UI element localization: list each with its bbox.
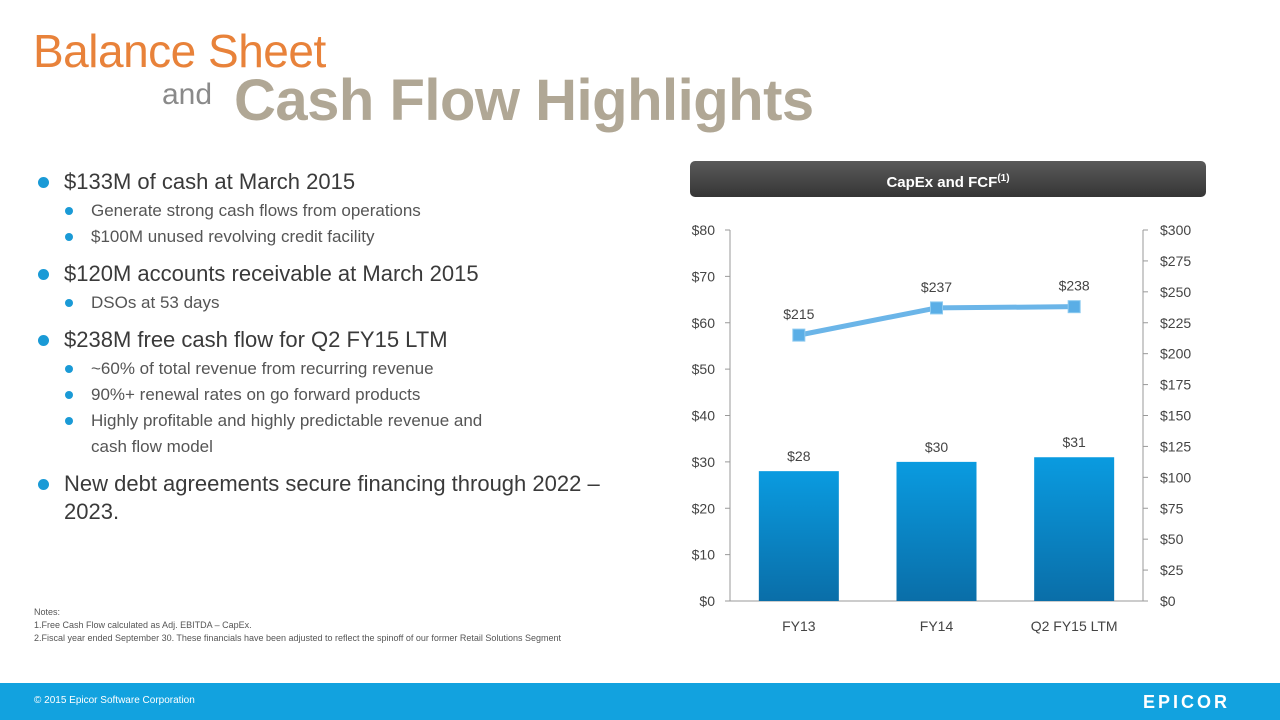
title-cash-flow-highlights: Cash Flow Highlights — [234, 68, 814, 133]
highlights-list: $133M of cash at March 2015 Generate str… — [36, 168, 616, 536]
right-tick-label: $225 — [1160, 315, 1191, 331]
left-tick-label: $50 — [692, 361, 716, 377]
x-tick-label: Q2 FY15 LTM — [1031, 618, 1118, 634]
bar — [896, 461, 977, 601]
sub-bullet: ~60% of total revenue from recurring rev… — [64, 356, 616, 382]
bar-data-label: $31 — [1062, 434, 1086, 450]
left-tick-label: $30 — [692, 454, 716, 470]
capex-fcf-chart: $0 $10 $20 $30 $40 $50 $60 $70 $80 $0 $25 $50 $75 $10… — [692, 222, 1192, 634]
line-data-label: $215 — [783, 306, 814, 322]
right-tick-label: $275 — [1160, 253, 1191, 269]
right-tick-label: $300 — [1160, 222, 1191, 238]
footer-copyright: © 2015 Epicor Software Corporation — [34, 695, 195, 706]
bullet-text: $120M accounts receivable at March 2015 — [64, 261, 479, 286]
bar — [1034, 457, 1115, 601]
note-item: 2.Fiscal year ended September 30. These … — [34, 633, 561, 643]
note-item: 1.Free Cash Flow calculated as Adj. EBIT… — [34, 620, 252, 630]
left-tick-label: $40 — [692, 408, 716, 424]
bar-data-label: $28 — [787, 448, 811, 464]
right-tick-label: $50 — [1160, 531, 1184, 547]
bullet-free-cash-flow: $238M free cash flow for Q2 FY15 LTM ~60… — [36, 326, 616, 460]
right-tick-label: $100 — [1160, 469, 1191, 485]
sub-bullet: DSOs at 53 days — [64, 290, 616, 316]
right-tick-label: $25 — [1160, 562, 1184, 578]
bullet-text: New debt agreements secure financing thr… — [64, 471, 600, 524]
chart-header: CapEx and FCF(1) — [690, 161, 1206, 197]
notes: Notes: 1.Free Cash Flow calculated as Ad… — [34, 606, 561, 645]
bullet-receivable: $120M accounts receivable at March 2015 … — [36, 260, 616, 316]
sub-bullet: Generate strong cash flows from operatio… — [64, 198, 616, 224]
right-tick-label: $250 — [1160, 284, 1191, 300]
notes-heading: Notes: — [34, 607, 61, 617]
sub-list: DSOs at 53 days — [64, 290, 616, 316]
chart-header-text: CapEx and FCF — [886, 174, 998, 191]
title-and: and — [162, 78, 213, 111]
left-tick-label: $10 — [692, 547, 716, 563]
x-tick-label: FY14 — [920, 618, 954, 634]
line-point — [792, 328, 806, 342]
chart-header-footnote: (1) — [997, 173, 1010, 184]
epicor-logo: EPICOR — [1142, 692, 1230, 712]
bar — [758, 471, 839, 601]
x-tick-label: FY13 — [782, 618, 816, 634]
line-data-label: $238 — [1059, 278, 1090, 294]
right-tick-label: $0 — [1160, 593, 1176, 609]
bar-data-label: $30 — [925, 439, 949, 455]
right-tick-label: $150 — [1160, 408, 1191, 424]
line-point — [1067, 300, 1081, 314]
bullet-debt: New debt agreements secure financing thr… — [36, 470, 616, 526]
right-tick-label: $125 — [1160, 438, 1191, 454]
line-data-label: $237 — [921, 279, 952, 295]
sub-bullet: Highly profitable and highly predictable… — [64, 408, 504, 460]
left-tick-label: $0 — [699, 593, 715, 609]
sub-bullet: 90%+ renewal rates on go forward product… — [64, 382, 616, 408]
right-tick-label: $175 — [1160, 377, 1191, 393]
footer: © 2015 Epicor Software Corporation EPICO… — [0, 683, 1280, 720]
right-tick-label: $75 — [1160, 500, 1184, 516]
left-tick-label: $20 — [692, 500, 716, 516]
bullet-text: $238M free cash flow for Q2 FY15 LTM — [64, 327, 448, 352]
left-tick-label: $70 — [692, 268, 716, 284]
left-tick-label: $80 — [692, 222, 716, 238]
left-tick-label: $60 — [692, 315, 716, 331]
sub-list: Generate strong cash flows from operatio… — [64, 198, 616, 250]
right-tick-label: $200 — [1160, 346, 1191, 362]
line-point — [930, 301, 943, 315]
sub-bullet: $100M unused revolving credit facility — [64, 224, 616, 250]
bullet-cash: $133M of cash at March 2015 Generate str… — [36, 168, 616, 250]
title-balance-sheet: Balance Sheet — [33, 25, 326, 77]
sub-list: ~60% of total revenue from recurring rev… — [64, 356, 616, 460]
bullet-text: $133M of cash at March 2015 — [64, 169, 356, 194]
